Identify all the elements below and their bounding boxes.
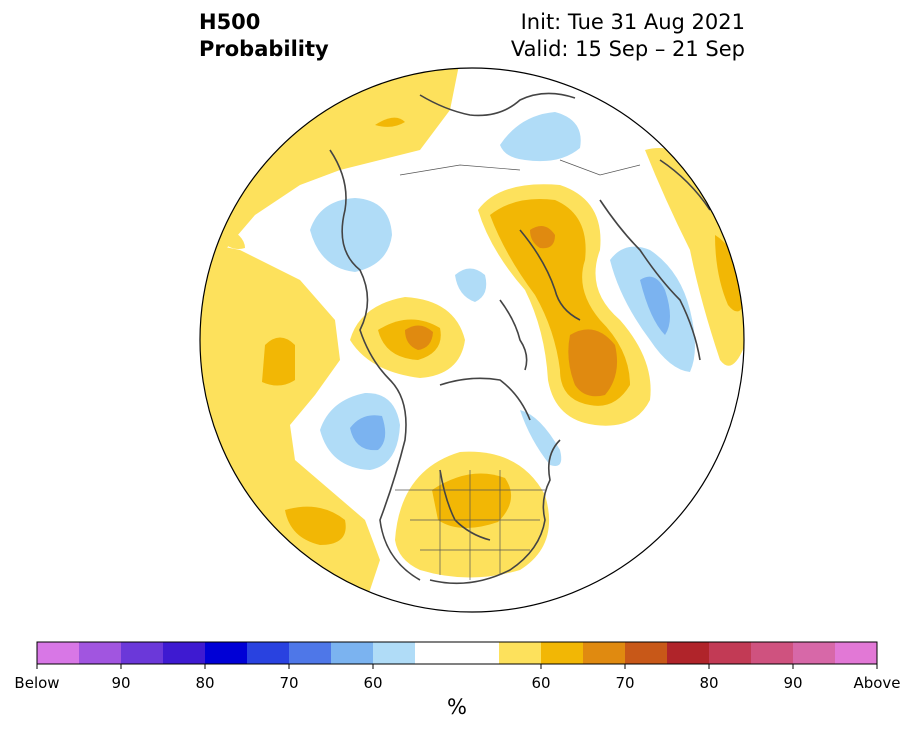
north-atlantic-top-core <box>375 117 405 127</box>
colorbar-cell <box>499 642 542 664</box>
eastern-siberia-below-area <box>500 112 581 162</box>
colorbar-cell <box>667 642 710 664</box>
init-time: Init: Tue 31 Aug 2021 <box>520 10 745 34</box>
colorbar-label: 90 <box>783 674 803 692</box>
colorbar-cell <box>331 642 374 664</box>
colorbar-label: Below <box>14 674 60 692</box>
borders <box>395 159 641 580</box>
northwest-canada-peak <box>405 325 433 350</box>
colorbar-cell <box>709 642 752 664</box>
colorbar-cell <box>37 642 80 664</box>
colorbar-label: 70 <box>279 674 299 692</box>
run-info: Init: Tue 31 Aug 2021 Valid: 15 Sep – 21… <box>511 9 745 63</box>
labrador-below-area <box>520 410 562 466</box>
colorbar-label: 70 <box>615 674 635 692</box>
colorbar-cell <box>121 642 164 664</box>
colorbar-cell <box>751 642 794 664</box>
greenland-peak-south <box>568 329 618 397</box>
western-europe-below-core <box>640 276 670 335</box>
colorbar-label: Above <box>853 674 901 692</box>
globe-outline <box>199 67 745 613</box>
colorbar-cell <box>247 642 290 664</box>
colorbar-cell <box>163 642 206 664</box>
colorbar-unit: % <box>447 695 467 719</box>
colorbar-cell <box>415 642 458 664</box>
colorbar-label: 80 <box>195 674 215 692</box>
colorbar-cell <box>289 642 332 664</box>
colorbar-cell <box>835 642 878 664</box>
colorbar-label: 60 <box>363 674 383 692</box>
colorbar-cell <box>583 642 626 664</box>
greenland-peak-north <box>530 226 555 249</box>
colorbar-cells <box>37 642 878 664</box>
colorbar <box>36 641 878 669</box>
polar-map <box>199 67 745 613</box>
ural-core <box>715 235 744 312</box>
small-west-patch <box>220 225 245 249</box>
colorbar-cell <box>541 642 584 664</box>
colorbar-frame <box>36 641 878 665</box>
variable-label: H500 <box>199 10 261 34</box>
chart-title: H500 Probability <box>199 9 329 63</box>
valid-period: Valid: 15 Sep – 21 Sep <box>510 37 745 61</box>
central-pacific-core <box>262 337 295 386</box>
colorbar-label: 80 <box>699 674 719 692</box>
anomaly-field <box>200 68 744 612</box>
bering-below-area <box>310 198 392 272</box>
colorbar-cell <box>79 642 122 664</box>
colorbar-cell <box>793 642 836 664</box>
arctic-below-area <box>455 268 487 302</box>
colorbar-label: 60 <box>531 674 551 692</box>
colorbar-cell <box>457 642 500 664</box>
product-label: Probability <box>199 37 329 61</box>
gulf-of-alaska-core <box>350 415 386 451</box>
colorbar-cell <box>625 642 668 664</box>
colorbar-ticks <box>36 664 878 669</box>
colorbar-label: 90 <box>111 674 131 692</box>
colorbar-cell <box>205 642 248 664</box>
eastern-pacific-core <box>285 506 346 545</box>
colorbar-cell <box>373 642 416 664</box>
